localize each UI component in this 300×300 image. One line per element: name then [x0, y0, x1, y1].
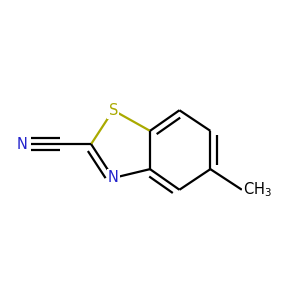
- Text: S: S: [109, 103, 118, 118]
- Text: N: N: [17, 136, 28, 152]
- Text: CH$_3$: CH$_3$: [243, 180, 272, 199]
- Text: N: N: [108, 170, 118, 185]
